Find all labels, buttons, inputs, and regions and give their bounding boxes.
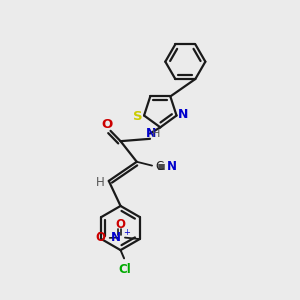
Text: -: - bbox=[98, 226, 102, 239]
Text: N: N bbox=[167, 160, 177, 173]
Text: N: N bbox=[178, 108, 188, 121]
Text: H: H bbox=[96, 176, 105, 189]
Text: O: O bbox=[116, 218, 125, 231]
Text: +: + bbox=[123, 228, 130, 237]
Text: S: S bbox=[133, 110, 142, 123]
Text: O: O bbox=[101, 118, 112, 131]
Text: C: C bbox=[155, 160, 164, 173]
Text: Cl: Cl bbox=[118, 263, 131, 276]
Text: H: H bbox=[152, 128, 161, 139]
Text: N: N bbox=[111, 231, 121, 244]
Text: N: N bbox=[146, 127, 156, 140]
Text: O: O bbox=[95, 231, 106, 244]
